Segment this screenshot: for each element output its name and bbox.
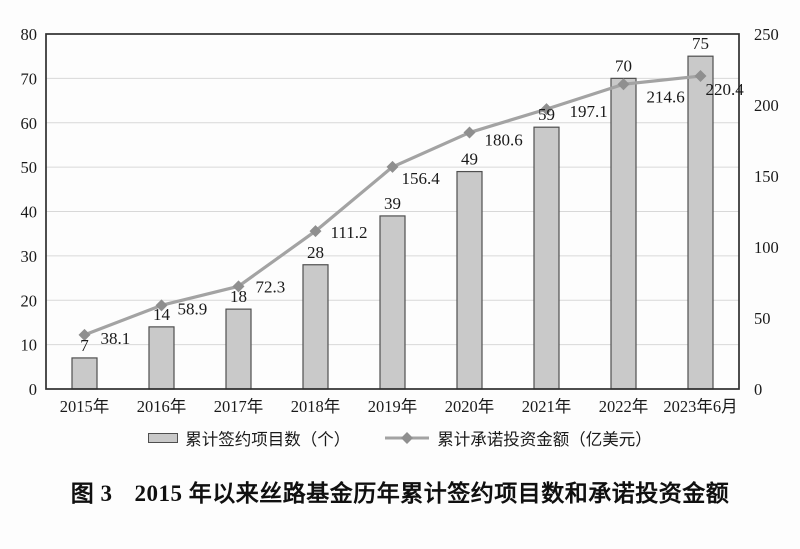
bar (610, 77, 637, 390)
left-axis-tick-label: 60 (21, 114, 38, 133)
figure-caption: 图 3 2015 年以来丝路基金历年累计签约项目数和承诺投资金额 (0, 474, 800, 508)
bar (687, 55, 714, 390)
bar-value-label: 28 (307, 243, 324, 262)
legend-line-label: 累计承诺投资金额（亿美元） (437, 430, 652, 449)
line-marker-icon (463, 126, 476, 139)
line-marker-icon (309, 225, 322, 238)
left-axis-tick-label: 80 (21, 25, 38, 44)
line-swatch-icon (385, 432, 430, 444)
x-axis-label: 2015年 (60, 397, 110, 416)
line-value-label: 156.4 (402, 169, 441, 188)
x-axis-label: 2018年 (291, 397, 341, 416)
line-value-label: 214.6 (647, 87, 685, 106)
bar-swatch-icon (148, 433, 179, 443)
line-value-label: 180.6 (485, 131, 523, 150)
bar-value-label: 39 (384, 194, 401, 213)
line-marker-icon (78, 328, 91, 341)
left-axis-tick-label: 20 (21, 291, 38, 310)
right-axis-tick-label: 200 (754, 96, 779, 115)
bar (456, 170, 483, 390)
bar-value-label: 49 (461, 150, 478, 169)
x-axis-label: 2016年 (137, 397, 187, 416)
x-axis-label: 2019年 (368, 397, 418, 416)
line-value-label: 111.2 (331, 223, 368, 242)
right-axis-tick-label: 250 (754, 25, 779, 44)
bar-value-label: 18 (230, 287, 247, 306)
bar (148, 326, 175, 390)
legend-item-line: 累计承诺投资金额（亿美元） (384, 426, 652, 450)
bar-value-label: 70 (615, 56, 632, 75)
line-marker-icon (617, 78, 630, 91)
combo-chart: 38.1 58.9 72.3 111.2 156.4 180.6 197.1 214.6 220… (21, 25, 779, 416)
line-marker-icon (694, 70, 707, 83)
x-axis-label: 2017年 (214, 397, 264, 416)
bar (225, 308, 252, 390)
right-axis-tick-label: 0 (754, 380, 762, 399)
bar-value-label: 7 (80, 336, 89, 355)
left-axis-tick-label: 0 (29, 380, 37, 399)
x-axis-label: 2020年 (445, 397, 495, 416)
x-axis-label: 2022年 (599, 397, 649, 416)
line-value-label: 58.9 (178, 299, 208, 318)
bar (533, 126, 560, 390)
right-axis-tick-label: 50 (754, 309, 771, 328)
x-axis-label: 2021年 (522, 397, 572, 416)
left-axis-tick-label: 40 (21, 203, 38, 222)
line-marker-icon (155, 299, 168, 312)
line-value-label: 72.3 (256, 277, 286, 296)
line-value-label: 38.1 (101, 329, 131, 348)
legend-item-bars: 累计签约项目数（个） (148, 426, 350, 450)
legend-bar-label: 累计签约项目数（个） (185, 430, 351, 449)
bar-value-label: 75 (692, 34, 709, 53)
bar (71, 357, 98, 390)
line-marker-icon (540, 103, 553, 116)
plot-border (45, 33, 740, 390)
bar-value-label: 14 (153, 305, 171, 324)
legend: 累计签约项目数（个） 累计承诺投资金额（亿美元） (0, 426, 800, 450)
line-marker-icon (386, 160, 399, 173)
left-axis-tick-label: 10 (21, 336, 38, 355)
left-axis-tick-label: 30 (21, 247, 38, 266)
x-axis-label: 2023年6月 (663, 397, 737, 416)
right-axis-tick-label: 100 (754, 238, 779, 257)
bar (302, 264, 329, 390)
bar-value-label: 59 (538, 105, 555, 124)
line-value-label: 220.4 (706, 80, 745, 99)
right-axis-tick-label: 150 (754, 167, 779, 186)
left-axis-tick-label: 50 (21, 158, 38, 177)
legend-diamond-icon (401, 432, 414, 444)
left-axis-tick-label: 70 (21, 69, 38, 88)
line-value-label: 197.1 (570, 102, 608, 121)
line-marker-icon (232, 280, 245, 293)
caption-text: 2015 年以来丝路基金历年累计签约项目数和承诺投资金额 (134, 481, 730, 506)
caption-label: 图 3 (70, 481, 113, 506)
bar (379, 215, 406, 390)
